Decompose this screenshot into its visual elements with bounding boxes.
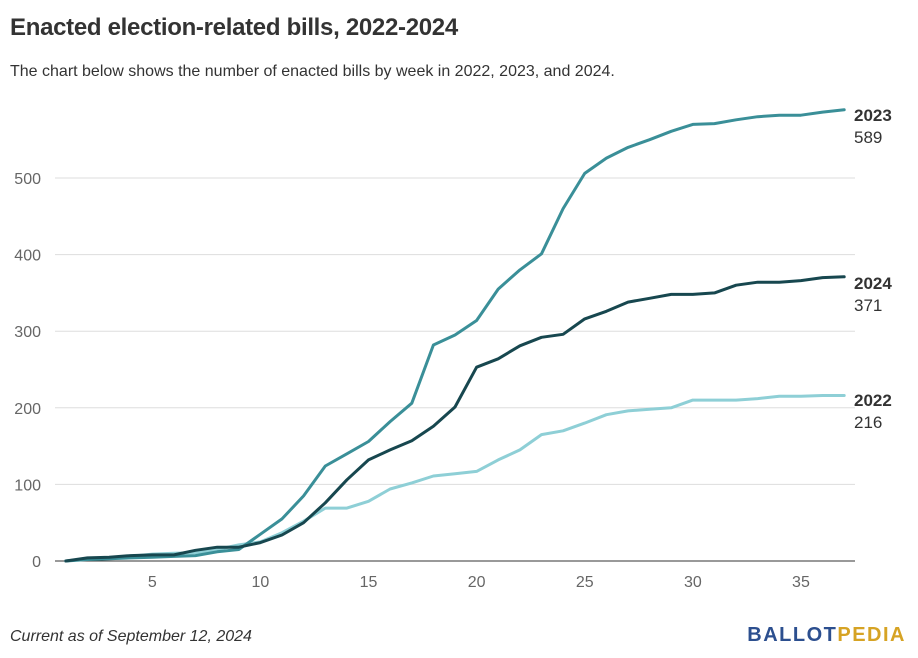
y-tick-label: 100 bbox=[14, 477, 41, 494]
y-tick-label: 500 bbox=[14, 171, 41, 188]
chart-subtitle: The chart below shows the number of enac… bbox=[10, 63, 615, 80]
series-name-2023: 2023 bbox=[854, 106, 892, 125]
x-tick-label: 10 bbox=[252, 574, 270, 591]
x-tick-label: 25 bbox=[576, 574, 594, 591]
y-tick-label: 300 bbox=[14, 324, 41, 341]
x-tick-label: 20 bbox=[468, 574, 486, 591]
y-tick-label: 400 bbox=[14, 248, 41, 265]
y-tick-label: 200 bbox=[14, 401, 41, 418]
gridlines bbox=[55, 177, 855, 562]
chart-title: Enacted election-related bills, 2022-202… bbox=[10, 14, 458, 41]
x-tick-label: 15 bbox=[360, 574, 378, 591]
series-line-2022 bbox=[64, 394, 846, 563]
series-name-2024: 2024 bbox=[854, 274, 892, 293]
logo-part-ballot: BALLOT bbox=[747, 624, 838, 646]
x-tick-label: 5 bbox=[148, 574, 157, 591]
x-tick-label: 35 bbox=[792, 574, 810, 591]
y-tick-label: 0 bbox=[32, 554, 41, 571]
footnote: Current as of September 12, 2024 bbox=[10, 628, 252, 645]
series-end-value-2023: 589 bbox=[854, 128, 882, 147]
series-line-2023 bbox=[64, 108, 846, 563]
series-end-value-2024: 371 bbox=[854, 296, 882, 315]
end-labels: 2022 216 2023 589 2024 371 bbox=[854, 106, 892, 432]
series-line-2024 bbox=[64, 275, 846, 563]
series-name-2022: 2022 bbox=[854, 391, 892, 410]
series-end-value-2022: 216 bbox=[854, 413, 882, 432]
ballotpedia-logo[interactable]: BALLOTPEDIA bbox=[747, 624, 906, 647]
x-tick-label: 30 bbox=[684, 574, 702, 591]
series-lines bbox=[64, 108, 846, 563]
y-axis-ticks: 0 100 200 300 400 500 bbox=[14, 171, 41, 571]
x-axis-ticks: 5 10 15 20 25 30 35 bbox=[148, 574, 810, 591]
logo-part-pedia: PEDIA bbox=[837, 624, 906, 646]
